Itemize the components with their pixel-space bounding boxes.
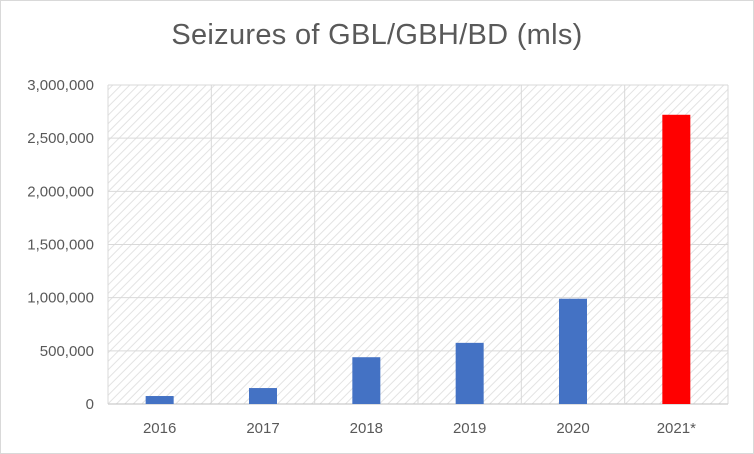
x-tick-label: 2016 — [143, 420, 176, 437]
chart-title: Seizures of GBL/GBH/BD (mls) — [171, 19, 583, 51]
bar-2018 — [352, 357, 381, 404]
x-axis-ticks: 2016 2017 2018 2019 2020 2021* — [143, 420, 696, 437]
bar-2016 — [145, 396, 174, 404]
x-tick-label: 2017 — [246, 420, 279, 437]
y-tick-label: 3,000,000 — [27, 77, 94, 94]
bar-2019 — [455, 342, 484, 404]
y-tick-label: 2,000,000 — [27, 183, 94, 200]
y-tick-label: 2,500,000 — [27, 130, 94, 147]
x-tick-label: 2019 — [453, 420, 486, 437]
y-tick-label: 0 — [86, 396, 94, 413]
bars — [145, 114, 691, 405]
bar-2020 — [559, 298, 587, 404]
y-tick-label: 1,000,000 — [27, 290, 94, 307]
y-axis-ticks: 0 500,000 1,000,000 1,500,000 2,000,000 2,500… — [27, 77, 94, 413]
x-tick-label: 2018 — [350, 420, 383, 437]
x-tick-label: 2021* — [657, 420, 696, 437]
x-tick-label: 2020 — [556, 420, 589, 437]
y-tick-label: 500,000 — [40, 343, 94, 360]
bar-2021 — [662, 114, 691, 405]
bar-2017 — [249, 388, 277, 404]
gridlines — [107, 84, 729, 405]
y-tick-label: 1,500,000 — [27, 237, 94, 254]
